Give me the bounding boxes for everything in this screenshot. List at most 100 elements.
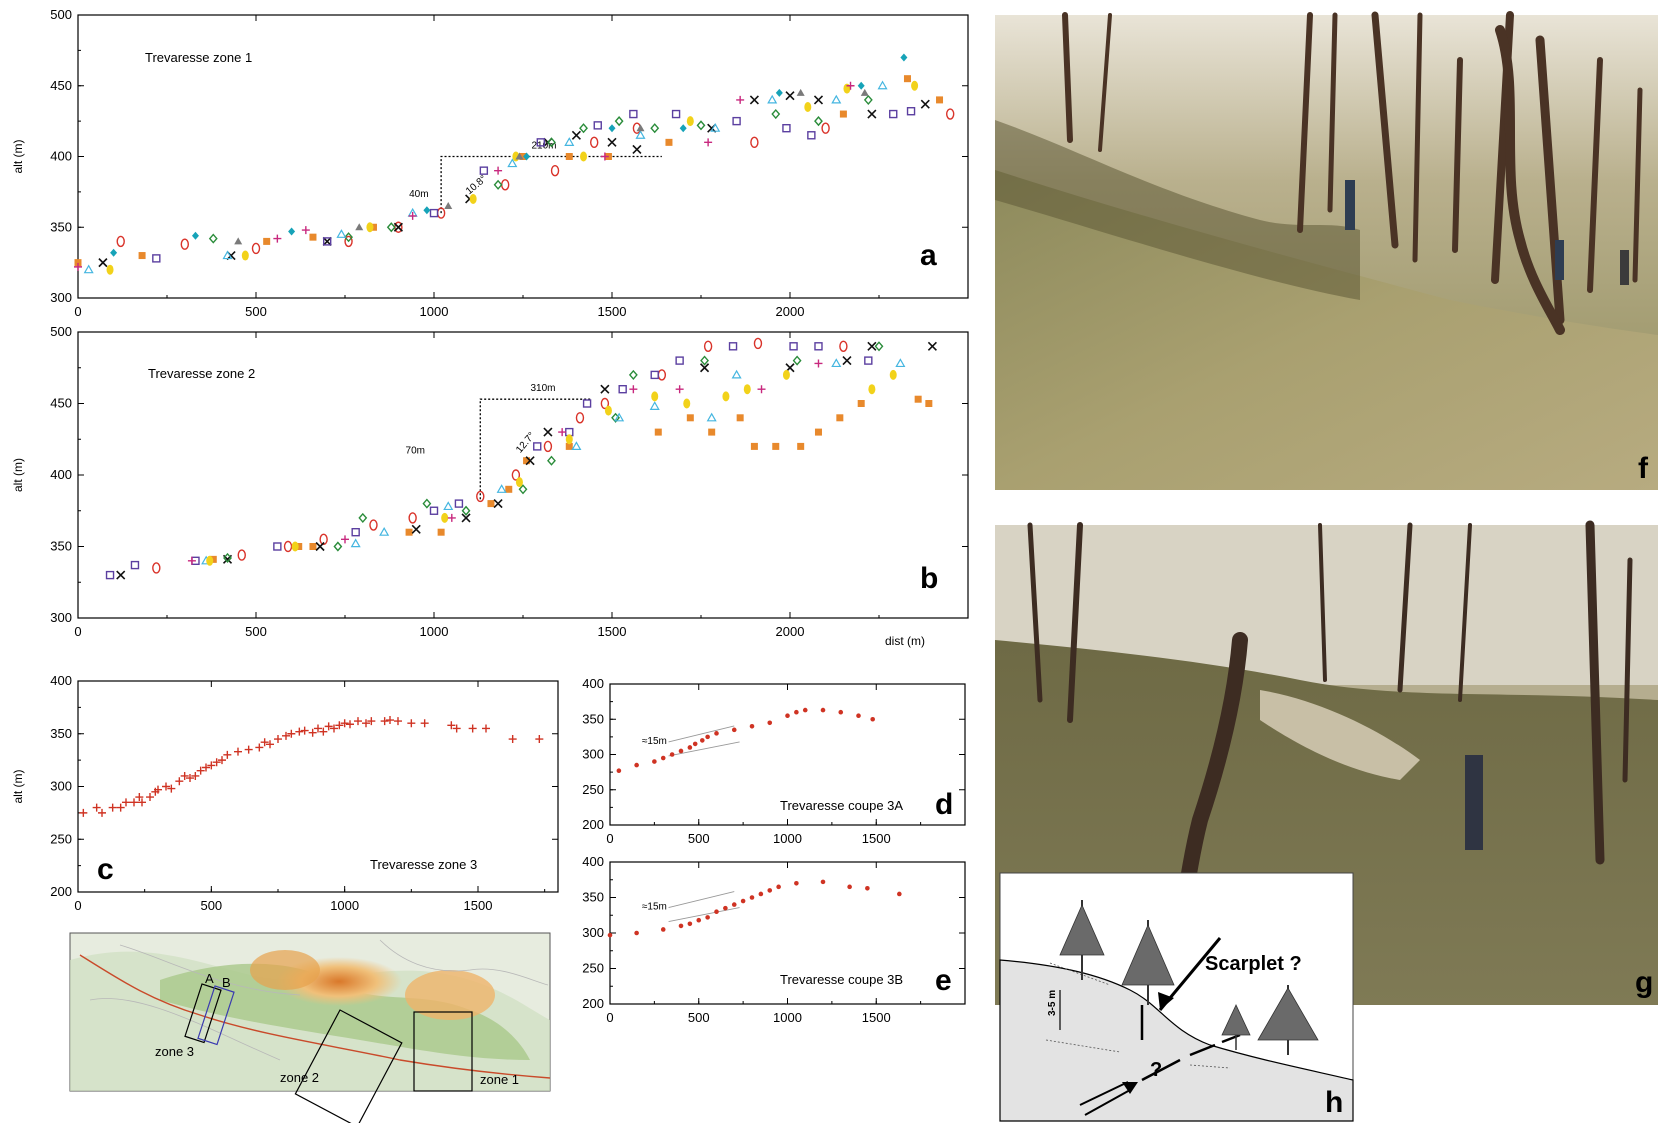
data-point xyxy=(461,513,471,523)
data-point xyxy=(856,713,861,719)
y-tick-label: 400 xyxy=(50,467,72,482)
data-point xyxy=(319,533,328,546)
data-point xyxy=(607,137,617,147)
plot-frame xyxy=(77,680,559,893)
data-point xyxy=(814,116,823,127)
data-point xyxy=(821,122,830,134)
data-point xyxy=(846,81,855,90)
data-point xyxy=(650,123,660,134)
data-point xyxy=(511,469,521,481)
data-point xyxy=(367,717,376,726)
fit-line xyxy=(668,907,740,922)
x-tick-label: 0 xyxy=(74,898,81,913)
data-point xyxy=(354,717,362,726)
chart-title: Trevaresse zone 2 xyxy=(148,366,255,381)
data-point xyxy=(820,707,826,713)
zone3-box-b xyxy=(197,985,235,1046)
topographic-map: A B zone 3 zone 2 zone 1 xyxy=(69,932,551,1123)
data-point xyxy=(911,80,919,91)
data-point xyxy=(180,238,190,250)
x-axis-label: dist (m) xyxy=(885,634,925,648)
panel-letter-g: g xyxy=(1635,966,1653,999)
photo-f: f xyxy=(995,11,1658,490)
data-point xyxy=(706,412,717,422)
data-point xyxy=(341,535,349,544)
data-point xyxy=(558,428,567,437)
data-point xyxy=(167,784,176,793)
panel-letter-f: f xyxy=(1638,452,1649,485)
data-point xyxy=(255,743,264,752)
data-point xyxy=(776,884,781,890)
data-point xyxy=(571,130,581,140)
person-figure xyxy=(1620,250,1629,285)
data-point xyxy=(600,397,610,410)
panel-letter: c xyxy=(97,853,114,886)
data-point xyxy=(731,369,742,379)
x-tick-label: 2000 xyxy=(776,624,805,639)
data-point xyxy=(469,193,477,204)
data-point xyxy=(683,398,691,409)
data-point xyxy=(300,726,309,735)
y-axis-label: alt (m) xyxy=(11,140,25,174)
map-label-b: B xyxy=(222,975,231,990)
data-point xyxy=(274,735,282,744)
x-tick-label: 0 xyxy=(606,1010,613,1025)
data-point xyxy=(731,727,737,733)
offset-bracket xyxy=(440,155,662,214)
data-point xyxy=(282,731,290,740)
data-point xyxy=(920,99,930,109)
data-point xyxy=(732,116,741,126)
data-point xyxy=(283,540,293,553)
data-point xyxy=(408,211,417,220)
data-point xyxy=(152,562,161,574)
data-point xyxy=(867,109,877,119)
data-point xyxy=(260,738,269,747)
y-tick-label: 450 xyxy=(50,78,72,93)
y-tick-label: 350 xyxy=(50,539,72,554)
data-point xyxy=(753,337,763,350)
data-point xyxy=(657,369,667,381)
data-point xyxy=(83,264,94,274)
data-point xyxy=(889,369,897,380)
data-point xyxy=(443,501,454,511)
data-point xyxy=(379,526,390,536)
data-point xyxy=(758,891,764,897)
data-point xyxy=(614,116,624,127)
data-point xyxy=(206,555,214,566)
x-tick-label: 1000 xyxy=(773,1010,802,1025)
data-point xyxy=(461,505,471,516)
x-tick-label: 1500 xyxy=(862,1010,891,1025)
data-point xyxy=(831,358,842,368)
data-point xyxy=(842,356,852,366)
annotation-offset: ≈15m xyxy=(642,902,667,913)
zone3-box-a xyxy=(184,983,222,1044)
data-point xyxy=(857,81,865,90)
data-point xyxy=(340,719,349,728)
data-point xyxy=(728,342,738,351)
data-point xyxy=(508,735,517,744)
fit-line xyxy=(668,725,735,743)
data-point xyxy=(295,543,303,550)
data-point xyxy=(660,927,666,932)
data-point xyxy=(705,734,710,740)
y-axis-label: alt (m) xyxy=(11,458,25,492)
x-tick-label: 500 xyxy=(245,624,267,639)
data-point xyxy=(422,498,432,509)
y-tick-label: 350 xyxy=(50,726,72,741)
data-point xyxy=(847,884,852,890)
data-point xyxy=(868,384,876,395)
map-label-zone2: zone 2 xyxy=(280,1070,319,1085)
x-tick-label: 500 xyxy=(688,831,710,846)
data-point xyxy=(515,477,523,488)
data-point xyxy=(336,229,347,238)
data-point xyxy=(700,355,709,366)
data-point xyxy=(794,709,799,715)
data-point xyxy=(263,237,271,245)
data-point xyxy=(525,456,535,466)
data-point xyxy=(323,237,332,246)
data-point xyxy=(519,153,527,160)
y-tick-label: 200 xyxy=(582,817,604,832)
data-point xyxy=(686,414,694,422)
data-point xyxy=(874,341,884,352)
data-point xyxy=(629,385,638,394)
